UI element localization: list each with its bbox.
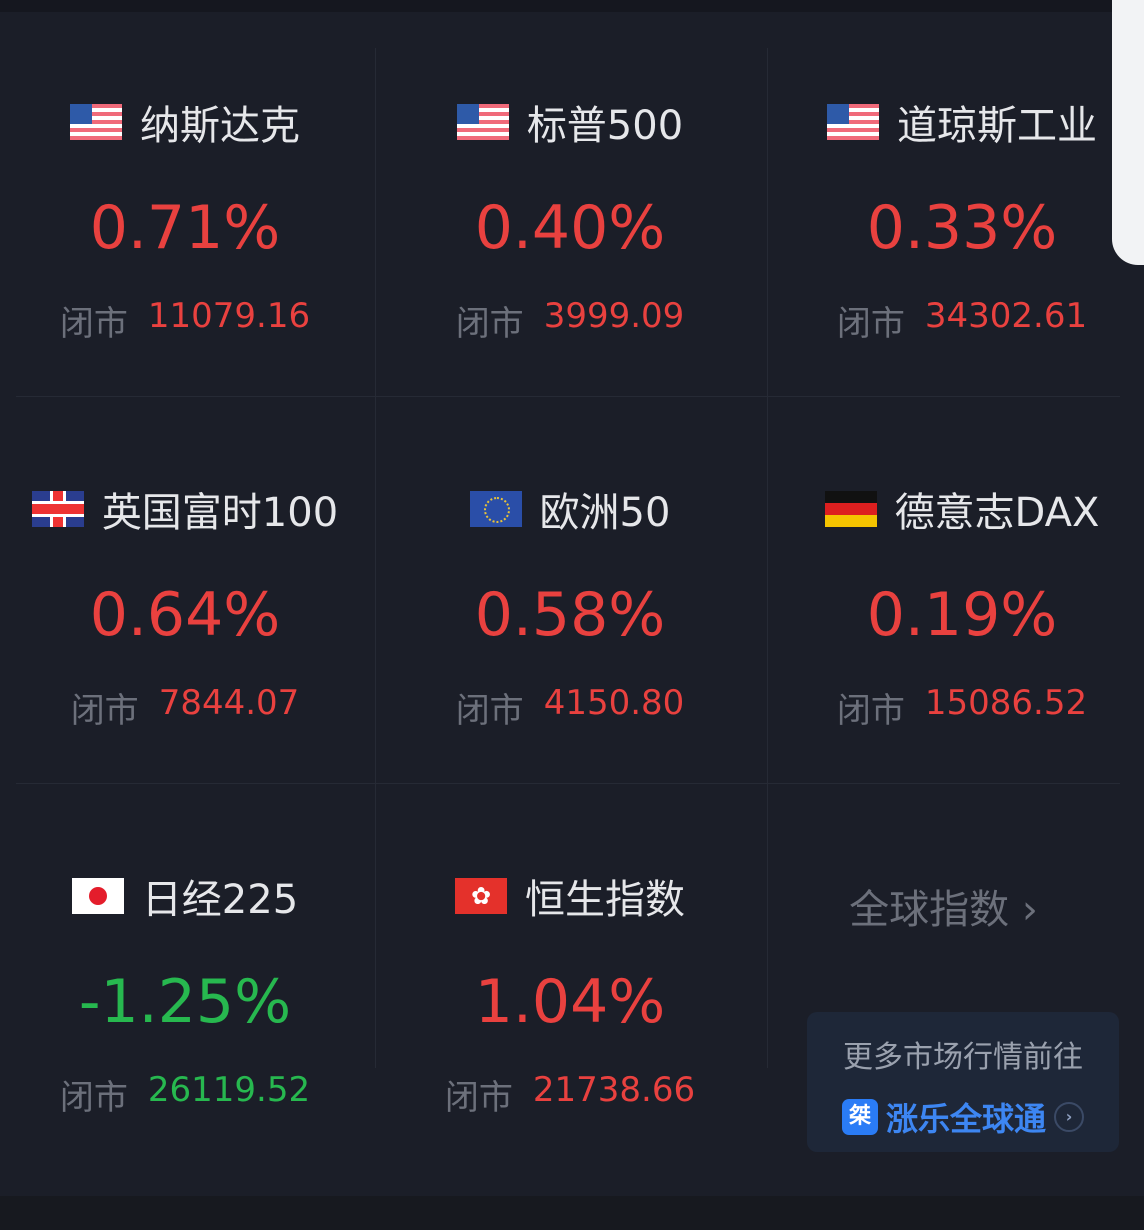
- jp-flag-icon: [71, 878, 124, 914]
- global-cell: 全球指数 › 更多市场行情前往 桀 涨乐全球通 ›: [767, 822, 1120, 1209]
- index-card[interactable]: 英国富时100 0.64% 闭市 7844.07: [0, 435, 380, 822]
- index-card[interactable]: 德意志DAX 0.19% 闭市 15086.52: [767, 435, 1144, 822]
- index-name: 日经225: [141, 877, 299, 923]
- index-change: 0.64%: [89, 580, 281, 650]
- divider: [767, 48, 768, 1068]
- chevron-right-icon: ›: [1021, 887, 1038, 933]
- close-label: 闭市: [70, 691, 139, 731]
- close-value: 3999.09: [543, 296, 685, 336]
- index-card[interactable]: 纳斯达克 0.71% 闭市 11079.16: [0, 48, 380, 435]
- index-name: 德意志DAX: [894, 490, 1100, 536]
- close-label: 闭市: [836, 304, 905, 344]
- index-card[interactable]: 标普500 0.40% 闭市 3999.09: [375, 48, 765, 435]
- close-label: 闭市: [59, 1078, 128, 1118]
- us-flag-icon: [70, 104, 122, 140]
- index-name: 欧洲50: [539, 490, 671, 536]
- index-change: 0.40%: [474, 193, 666, 263]
- close-label: 闭市: [59, 304, 128, 344]
- de-flag-icon: [824, 491, 877, 527]
- close-label: 闭市: [455, 304, 524, 344]
- uk-flag-icon: [31, 491, 84, 527]
- close-label: 闭市: [444, 1078, 513, 1118]
- divider: [16, 396, 1120, 397]
- eu-flag-icon: [469, 491, 522, 527]
- app-name: 涨乐全球通: [885, 1100, 1046, 1138]
- app-logo-icon: 桀: [841, 1099, 878, 1135]
- close-value: 4150.80: [543, 683, 685, 723]
- close-value: 34302.61: [924, 296, 1088, 336]
- promo-card[interactable]: 更多市场行情前往 桀 涨乐全球通 ›: [807, 1012, 1119, 1152]
- index-change: 0.33%: [866, 193, 1058, 263]
- us-flag-icon: [827, 104, 879, 140]
- global-indices-link[interactable]: 全球指数 ›: [849, 887, 1038, 933]
- index-name: 标普500: [526, 103, 684, 149]
- bottom-bar: [0, 1196, 1144, 1230]
- index-card[interactable]: 欧洲50 0.58% 闭市 4150.80: [375, 435, 765, 822]
- top-bar: [0, 0, 1144, 12]
- promo-text: 更多市场行情前往: [843, 1040, 1083, 1075]
- close-label: 闭市: [455, 691, 524, 731]
- divider: [375, 48, 376, 1068]
- close-value: 15086.52: [924, 683, 1088, 723]
- index-change: 0.58%: [474, 580, 666, 650]
- close-value: 26119.52: [147, 1070, 311, 1110]
- arrow-circle-icon: ›: [1054, 1102, 1084, 1132]
- index-name: 恒生指数: [525, 877, 685, 923]
- us-flag-icon: [456, 104, 509, 140]
- index-card[interactable]: 日经225 -1.25% 闭市 26119.52: [0, 822, 380, 1209]
- index-change: 1.04%: [474, 967, 666, 1037]
- side-panel-edge[interactable]: [1112, 0, 1144, 265]
- index-change: 0.19%: [866, 580, 1058, 650]
- hk-flag-icon: ✿: [455, 878, 507, 914]
- index-name: 英国富时100: [101, 490, 339, 536]
- close-value: 7844.07: [158, 683, 300, 723]
- index-change: -1.25%: [78, 967, 292, 1037]
- close-label: 闭市: [836, 691, 905, 731]
- index-card[interactable]: ✿ 恒生指数 1.04% 闭市 21738.66: [375, 822, 765, 1209]
- divider: [16, 783, 1120, 784]
- close-value: 11079.16: [147, 296, 311, 336]
- index-change: 0.71%: [89, 193, 281, 263]
- index-card[interactable]: 道琼斯工业 0.33% 闭市 34302.61: [767, 48, 1144, 435]
- index-name: 纳斯达克: [140, 103, 300, 149]
- index-name: 道琼斯工业: [897, 103, 1097, 149]
- close-value: 21738.66: [532, 1070, 696, 1110]
